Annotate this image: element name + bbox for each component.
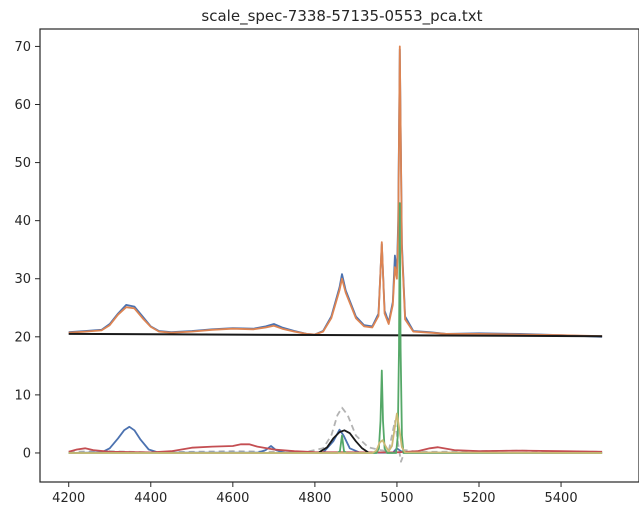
series-line-model-1 (68, 45, 603, 338)
y-tick-label: 10 (14, 388, 31, 403)
series-line-spectrum-0 (68, 48, 603, 338)
x-tick-label: 5400 (545, 491, 578, 505)
x-tick-label: 4400 (134, 491, 167, 505)
series-line-component-7 (68, 202, 603, 454)
axes-layer: 4200 4400 4600 4800 5000 5200 5400 0 10 20 30 40 50 6… (14, 28, 639, 506)
series-line-component-8 (68, 412, 603, 454)
series-line-component-6 (318, 429, 369, 454)
series-line-continuum-2 (68, 332, 603, 338)
x-tick-label: 4800 (298, 491, 331, 505)
series-line-component-4 (68, 425, 603, 454)
y-tick-label: 30 (14, 272, 31, 287)
x-tick-label: 5000 (380, 491, 413, 505)
chart-title: scale_spec-7338-57135-0553_pca.txt (201, 7, 482, 26)
x-tick-label: 4200 (52, 491, 85, 505)
series-layer (68, 45, 603, 463)
y-tick-label: 0 (23, 446, 31, 461)
plot-frame (39, 28, 639, 483)
x-tick-label: 4600 (216, 491, 249, 505)
series-line-component-5 (68, 443, 603, 454)
y-tick-label: 50 (14, 156, 31, 171)
y-tick-label: 20 (14, 330, 31, 345)
y-tick-label: 60 (14, 98, 31, 113)
x-tick-label: 5200 (462, 491, 495, 505)
y-tick-label: 40 (14, 214, 31, 229)
y-tick-label: 70 (14, 40, 31, 55)
